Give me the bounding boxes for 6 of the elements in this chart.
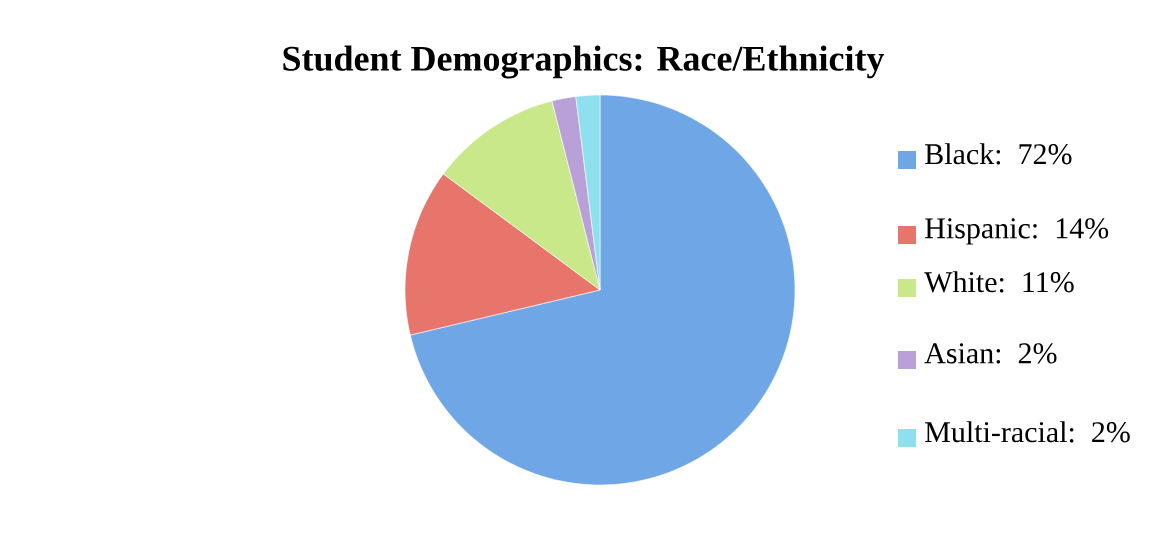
legend-label: Black: 72%	[925, 143, 1072, 165]
legend-label: Hispanic: 14%	[925, 218, 1109, 245]
legend-label: Multi-racial: 2%	[925, 421, 1130, 443]
chart-title: Student Demographics: Race/Ethnicity	[283, 45, 885, 79]
legend-label: White: 11%	[924, 271, 1074, 293]
legend-label: Asian: 2%	[924, 343, 1057, 364]
